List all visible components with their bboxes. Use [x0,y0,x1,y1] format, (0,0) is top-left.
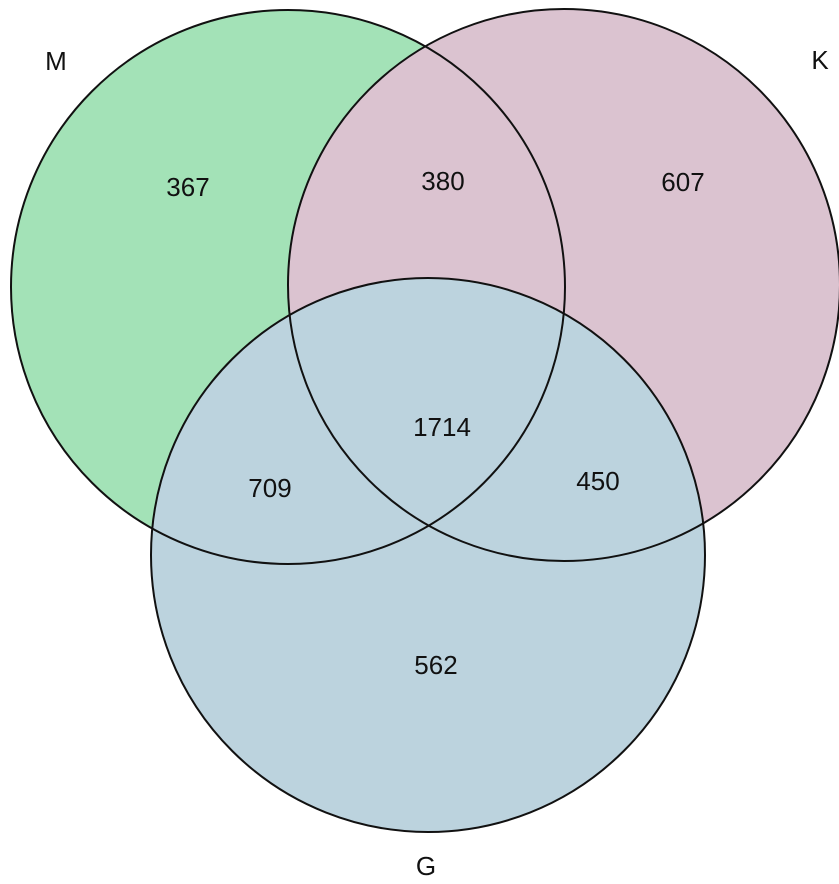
set-label-m: M [45,46,67,76]
region-g-only: 562 [414,650,457,680]
region-k-only: 607 [661,167,704,197]
set-k-outline [287,8,839,562]
set-label-g: G [416,851,436,881]
set-g-outline [150,277,706,833]
region-k-g: 450 [576,466,619,496]
set-label-k: K [811,45,829,75]
region-m-only: 367 [166,172,209,202]
set-m-outline [10,9,566,565]
region-m-k-g: 1714 [413,412,471,442]
region-m-k: 380 [421,166,464,196]
region-m-g: 709 [248,473,291,503]
